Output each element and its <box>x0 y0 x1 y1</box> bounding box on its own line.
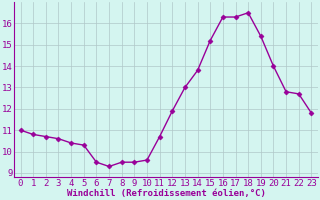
X-axis label: Windchill (Refroidissement éolien,°C): Windchill (Refroidissement éolien,°C) <box>67 189 265 198</box>
